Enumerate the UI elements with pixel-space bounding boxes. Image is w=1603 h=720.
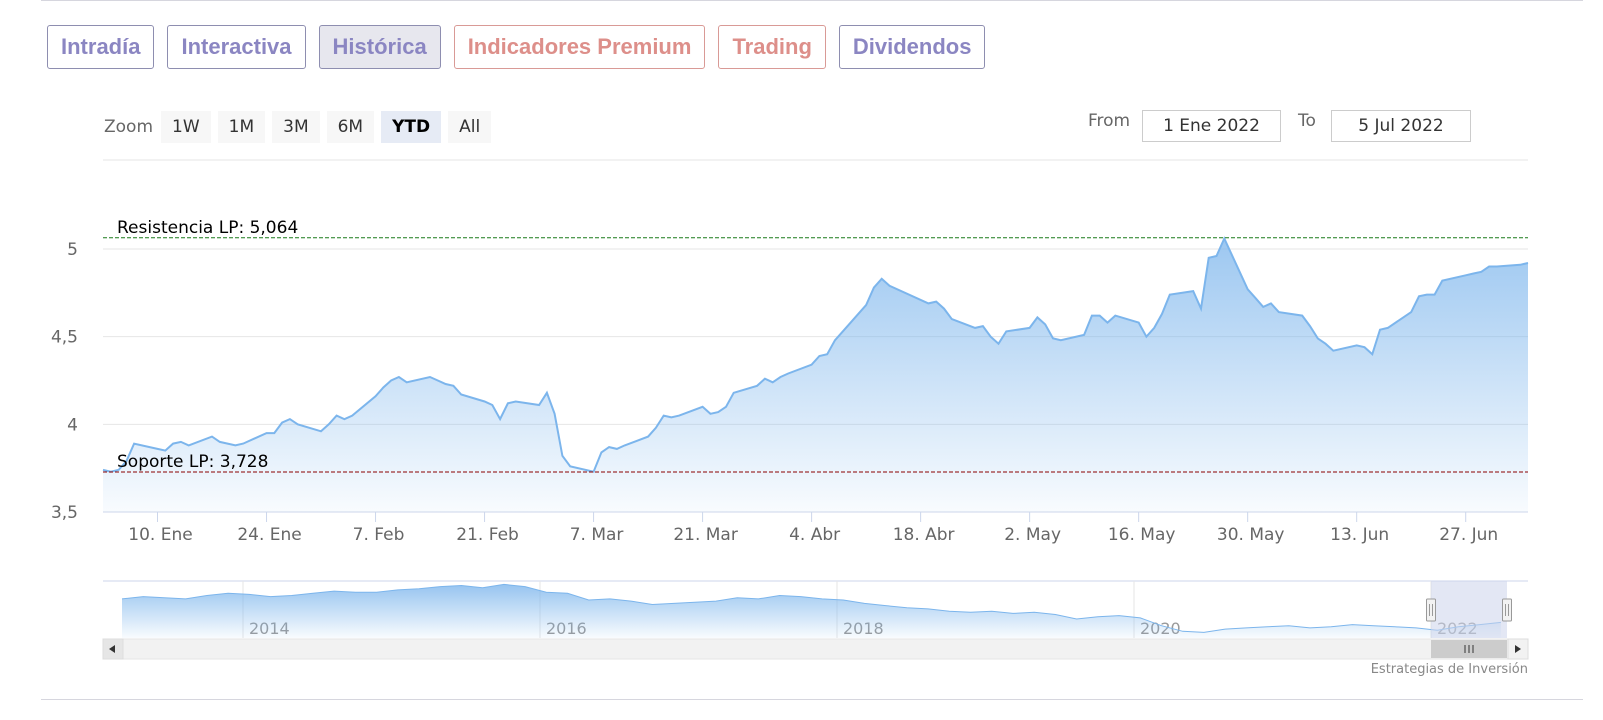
navigator-year-label: 2016 [546,619,587,638]
zoom-all-button[interactable]: All [448,111,492,143]
y-tick-label: 5 [67,240,78,260]
x-tick-label: 7. Feb [353,525,405,545]
tab-bar: Intradía Interactiva Histórica Indicadores … [47,25,986,69]
x-tick-label: 24. Ene [237,525,301,545]
navigator-year-label: 2022 [1437,619,1478,638]
x-tick-label: 16. May [1108,525,1176,545]
scroll-right-arrow-icon [1515,645,1521,653]
tab-intrad-a[interactable]: Intradía [47,25,155,69]
zoom-selector: Zoom 1W 1M 3M 6M YTD All [104,111,498,143]
x-axis: 10. Ene 24. Ene 7. Feb 21. Feb 7. Mar 21. Mar… [103,511,1528,545]
price-line [102,236,1529,473]
navigator-year-label: 2018 [843,619,884,638]
scroll-left-arrow-icon [109,645,115,653]
resistance-label: Resistencia LP: 5,064 [117,218,298,238]
tab-trading[interactable]: Trading [718,25,826,69]
navigator: 2014 2016 2018 2020 2022 [102,580,1529,660]
zoom-6m-button[interactable]: 6M [326,111,375,143]
navigator-area [122,584,1501,638]
navigator-left-handle [1426,598,1436,622]
navigator-year-label: 2014 [249,619,290,638]
top-divider [41,0,1583,1]
zoom-label: Zoom [104,117,154,137]
zoom-3m-button[interactable]: 3M [272,111,320,143]
x-tick-label: 10. Ene [128,525,192,545]
x-tick-label: 18. Abr [893,525,955,545]
navigator-selection-mask [1431,581,1507,638]
zoom-1w-button[interactable]: 1W [161,111,211,143]
navigator-scrollbar [102,638,1529,660]
to-label: To [1298,111,1316,131]
scrollbar-right-button [1507,638,1529,660]
navigator-line [121,583,1501,633]
tab-hist-rica[interactable]: Histórica [318,25,441,69]
navigator-year-label: 2020 [1140,619,1181,638]
y-tick-label: 4 [67,415,78,435]
zoom-1m-button[interactable]: 1M [217,111,266,143]
x-tick-label: 27. Jun [1439,525,1498,545]
x-tick-label: 4. Abr [789,525,840,545]
credit-text: Estrategias de Inversión [1370,662,1528,677]
scrollbar-track [102,638,1529,660]
zoom-ytd-button[interactable]: YTD [381,111,442,143]
x-tick-label: 13. Jun [1330,525,1389,545]
y-tick-label: 3,5 [51,503,78,523]
tab-dividendos[interactable]: Dividendos [838,25,986,69]
price-area [103,238,1528,512]
navigator-right-handle [1502,598,1512,622]
x-tick-label: 7. Mar [570,525,624,545]
x-tick-label: 21. Mar [673,525,738,545]
y-tick-label: 4,5 [51,328,78,348]
from-label: From [1088,111,1131,131]
tab-indicadores-premium[interactable]: Indicadores Premium [453,25,706,69]
bottom-divider [41,699,1583,700]
y-axis: 3,5 4 4,5 5 [51,240,78,523]
to-date-input[interactable]: 5 Jul 2022 [1331,110,1471,142]
x-tick-label: 21. Feb [456,525,519,545]
plot-lines: Resistencia LP: 5,064 Soporte LP: 3,728 [103,218,1528,473]
tab-interactiva[interactable]: Interactiva [167,25,306,69]
scrollbar-left-button [102,638,124,660]
from-date-input[interactable]: 1 Ene 2022 [1142,110,1281,142]
grid-lines [103,159,1528,513]
navigator-background [103,581,1528,638]
x-tick-label: 30. May [1217,525,1285,545]
support-label: Soporte LP: 3,728 [117,452,268,472]
x-tick-label: 2. May [1004,525,1061,545]
scrollbar-thumb [1431,640,1507,658]
